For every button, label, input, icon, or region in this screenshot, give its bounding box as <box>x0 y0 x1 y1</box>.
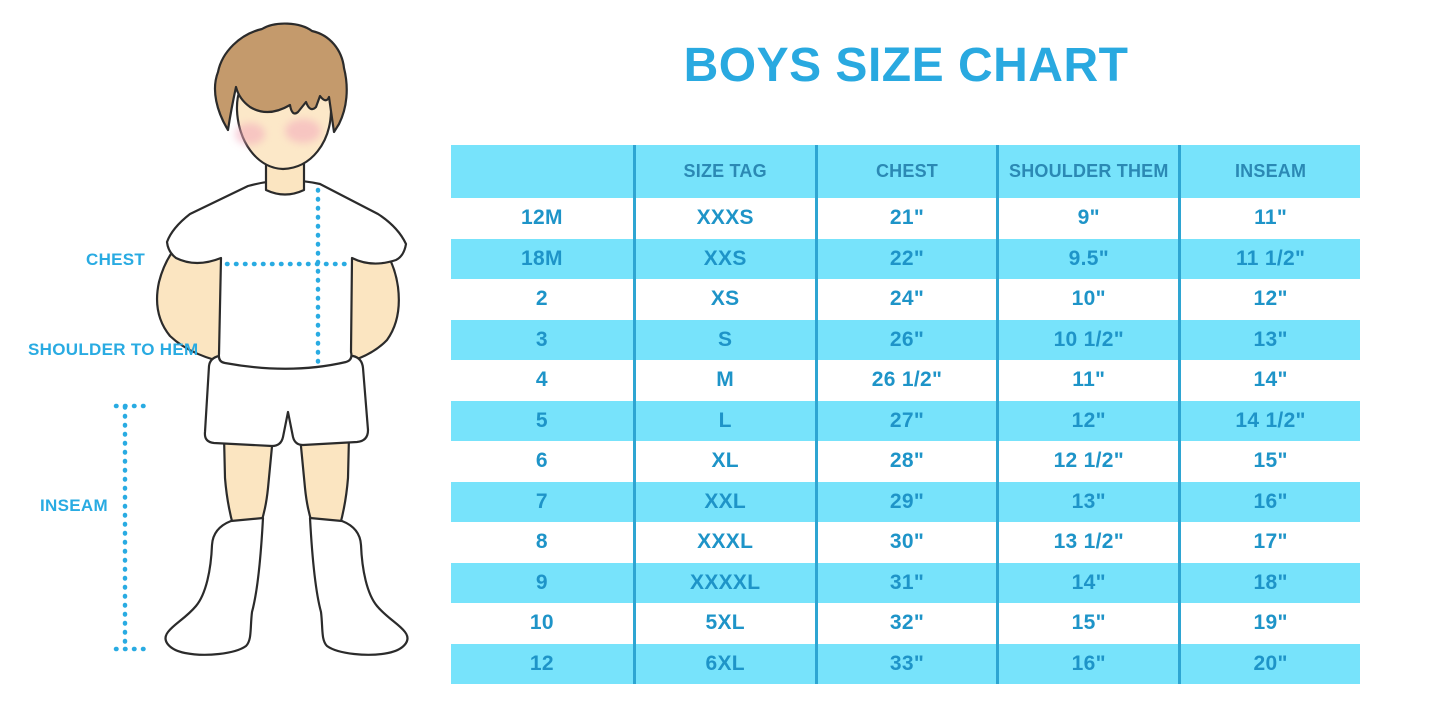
value-cell: 29" <box>814 481 997 522</box>
size-table: SIZE TAG CHEST SHOULDER THEM INSEAM 12M XXXS… <box>451 145 1360 684</box>
left-cheek-blush <box>235 123 265 145</box>
value-cell: 13 1/2" <box>996 522 1178 563</box>
table-row: 7 XXL 29" 13" 16" <box>451 481 1360 522</box>
value-cell: 20" <box>1178 643 1360 684</box>
left-sock <box>164 516 265 656</box>
table-row: 4 M 26 1/2" 11" 14" <box>451 360 1360 401</box>
value-cell: 26 1/2" <box>814 360 997 401</box>
table-row: 5 L 27" 12" 14 1/2" <box>451 400 1360 441</box>
value-cell: 15" <box>1178 441 1360 482</box>
column-header: CHEST <box>814 145 997 198</box>
inseam-label: INSEAM <box>40 496 108 515</box>
value-cell: 14" <box>1178 360 1360 401</box>
value-cell: 9" <box>996 198 1178 239</box>
value-cell: 5XL <box>632 603 815 644</box>
page-title: BOYS SIZE CHART <box>683 39 1129 92</box>
size-cell: 4 <box>535 368 548 392</box>
table-row: 18M XXS 22" 9.5" 11 1/2" <box>451 238 1360 279</box>
value-cell: 21" <box>814 198 997 239</box>
table-row: 3 S 26" 10 1/2" 13" <box>451 319 1360 360</box>
column-header: SIZE TAG <box>632 145 815 198</box>
size-cell: 9 <box>535 570 548 594</box>
size-cell: 10 <box>529 611 554 635</box>
value-cell: L <box>632 400 815 441</box>
shorts <box>203 354 370 448</box>
value-cell: XL <box>632 441 815 482</box>
value-cell: M <box>632 360 815 401</box>
left-leg <box>222 434 275 527</box>
value-cell: 13" <box>1178 319 1360 360</box>
value-cell: 26" <box>814 319 997 360</box>
value-cell: 17" <box>1178 522 1360 563</box>
right-cheek-blush <box>285 119 321 143</box>
size-cell: 7 <box>535 489 548 513</box>
size-cell: 18M <box>521 246 563 270</box>
value-cell: 24" <box>814 279 997 320</box>
measurement-figure: CHEST SHOULDER TO HEM INSEAM <box>0 0 450 723</box>
value-cell: XXS <box>632 238 815 279</box>
value-cell: 9.5" <box>996 238 1178 279</box>
hair <box>213 22 348 134</box>
value-cell: 19" <box>1178 603 1360 644</box>
table-header-row: SIZE TAG CHEST SHOULDER THEM INSEAM <box>451 145 1360 198</box>
boy-illustration <box>113 22 409 656</box>
table-row: 10 5XL 32" 15" 19" <box>451 603 1360 644</box>
table-row: 8 XXXL 30" 13 1/2" 17" <box>451 522 1360 563</box>
value-cell: 32" <box>814 603 997 644</box>
value-cell: 31" <box>814 562 997 603</box>
value-cell: 14 1/2" <box>1178 400 1360 441</box>
chest-label: CHEST <box>86 250 146 269</box>
value-cell: 30" <box>814 522 997 563</box>
value-cell: 12" <box>1178 279 1360 320</box>
value-cell: XXXXL <box>632 562 815 603</box>
table-row: 12 6XL 33" 16" 20" <box>451 643 1360 684</box>
shoulder-to-hem-label: SHOULDER TO HEM <box>28 340 199 359</box>
value-cell: XS <box>632 279 815 320</box>
column-header: INSEAM <box>1178 145 1360 198</box>
value-cell: 28" <box>814 441 997 482</box>
value-cell: 14" <box>996 562 1178 603</box>
size-cell: 6 <box>535 449 548 473</box>
size-cell: 2 <box>535 287 548 311</box>
value-cell: S <box>632 319 815 360</box>
value-cell: 16" <box>1178 481 1360 522</box>
right-sock <box>308 516 409 656</box>
value-cell: 11" <box>1178 198 1360 239</box>
size-cell: 12M <box>521 206 563 230</box>
value-cell: 27" <box>814 400 997 441</box>
value-cell: 10 1/2" <box>996 319 1178 360</box>
value-cell: 18" <box>1178 562 1360 603</box>
table-row: 2 XS 24" 10" 12" <box>451 279 1360 320</box>
table-body: 12M XXXS 21" 9" 11" 18M XXS 22" 9.5" 11 1/2" 2 XS 24… <box>451 198 1360 684</box>
value-cell: XXXS <box>632 198 815 239</box>
shirt <box>165 179 408 370</box>
table-row: 12M XXXS 21" 9" 11" <box>451 198 1360 239</box>
value-cell: 22" <box>814 238 997 279</box>
value-cell: 11 1/2" <box>1178 238 1360 279</box>
value-cell: XXXL <box>632 522 815 563</box>
size-cell: 8 <box>535 530 548 554</box>
table-row: 6 XL 28" 12 1/2" 15" <box>451 441 1360 482</box>
value-cell: 16" <box>996 643 1178 684</box>
value-cell: 15" <box>996 603 1178 644</box>
value-cell: 12 1/2" <box>996 441 1178 482</box>
table-row: 9 XXXXL 31" 14" 18" <box>451 562 1360 603</box>
value-cell: 10" <box>996 279 1178 320</box>
size-cell: 12 <box>529 651 554 675</box>
size-cell: 5 <box>535 408 548 432</box>
value-cell: XXL <box>632 481 815 522</box>
value-cell: 13" <box>996 481 1178 522</box>
value-cell: 12" <box>996 400 1178 441</box>
right-leg <box>298 434 351 527</box>
column-header <box>451 145 633 198</box>
value-cell: 6XL <box>632 643 815 684</box>
size-cell: 3 <box>535 327 548 351</box>
column-header: SHOULDER THEM <box>996 145 1178 198</box>
value-cell: 33" <box>814 643 997 684</box>
value-cell: 11" <box>996 360 1178 401</box>
